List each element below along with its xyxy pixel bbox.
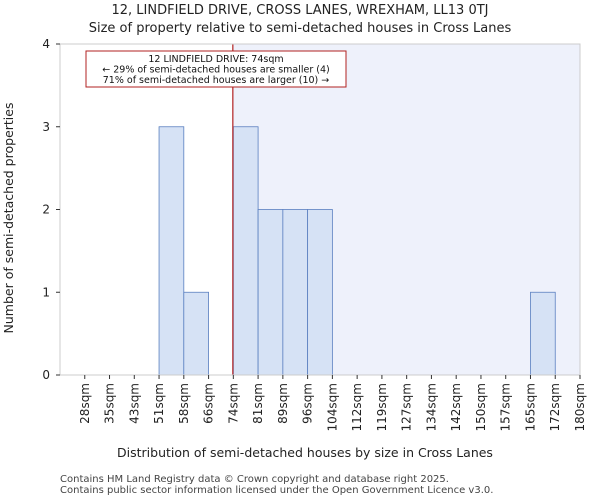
y-axis-ticks: 0 1 2 3 4 [42,37,60,382]
x-tick-label: 127sqm [400,383,414,431]
chart-title: 12, LINDFIELD DRIVE, CROSS LANES, WREXHA… [111,3,488,18]
annotation-line-3: 71% of semi-detached houses are larger (… [103,75,330,86]
y-tick-label: 3 [42,120,50,134]
bar-96sqm [282,209,309,376]
bar-58sqm [158,126,185,376]
y-tick-label: 1 [42,285,50,299]
x-tick-label: 134sqm [424,383,438,431]
x-tick-label: 180sqm [573,383,587,431]
bar-81sqm [232,126,259,376]
bar-66sqm [183,291,209,376]
y-tick-label: 2 [42,203,50,217]
annotation-line-2: ← 29% of semi-detached houses are smalle… [102,65,330,76]
x-tick-label: 28sqm [78,383,92,424]
x-tick-label: 96sqm [301,383,315,424]
footer-licence: Contains public sector information licen… [60,485,494,496]
x-tick-label: 142sqm [449,383,463,431]
bar-104sqm [307,209,333,376]
x-tick-label: 150sqm [474,383,488,431]
y-tick-label: 0 [42,368,50,382]
annotation-box: 12 LINDFIELD DRIVE: 74sqm ← 29% of semi-… [85,50,347,88]
annotation-frame [85,50,347,88]
x-tick-label: 104sqm [325,383,339,431]
bars [158,126,556,376]
x-axis-label: Distribution of semi-detached houses by … [117,445,493,460]
x-tick-label: 58sqm [177,383,191,424]
x-tick-label: 172sqm [548,383,562,431]
x-tick-label: 43sqm [127,383,141,424]
bar-89sqm [257,209,284,376]
x-tick-label: 157sqm [499,383,513,431]
x-tick-label: 74sqm [226,383,240,424]
footer-copyright: Contains HM Land Registry data © Crown c… [60,474,449,485]
x-tick-label: 81sqm [251,383,265,424]
x-tick-label: 165sqm [523,383,537,431]
x-tick-label: 119sqm [375,383,389,431]
bar-172sqm [530,291,556,376]
chart-subtitle: Size of property relative to semi-detach… [89,21,512,36]
x-tick-label: 35sqm [103,383,117,424]
x-tick-label: 112sqm [350,383,364,431]
y-tick-label: 4 [42,37,50,51]
annotation-line-1: 12 LINDFIELD DRIVE: 74sqm [148,54,283,65]
x-axis-ticks: 28sqm 35sqm 43sqm 51sqm 58sqm 66sqm 74sqm 81sqm… [78,375,587,431]
x-tick-label: 66sqm [202,383,216,424]
x-tick-label: 51sqm [152,383,166,424]
x-tick-label: 89sqm [276,383,290,424]
y-axis-label: Number of semi-detached properties [1,103,16,334]
